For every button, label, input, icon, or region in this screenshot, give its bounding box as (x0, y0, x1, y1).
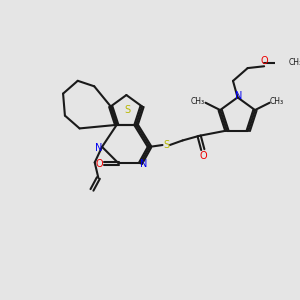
Text: O: O (200, 151, 208, 161)
Text: CH₃: CH₃ (289, 58, 300, 67)
Text: O: O (95, 159, 103, 169)
Text: CH₃: CH₃ (270, 97, 284, 106)
Text: N: N (95, 143, 102, 153)
Text: S: S (124, 105, 130, 115)
Text: N: N (235, 92, 242, 101)
Text: N: N (140, 159, 148, 169)
Text: CH₃: CH₃ (191, 97, 205, 106)
Text: O: O (260, 56, 268, 66)
Text: S: S (163, 140, 169, 150)
